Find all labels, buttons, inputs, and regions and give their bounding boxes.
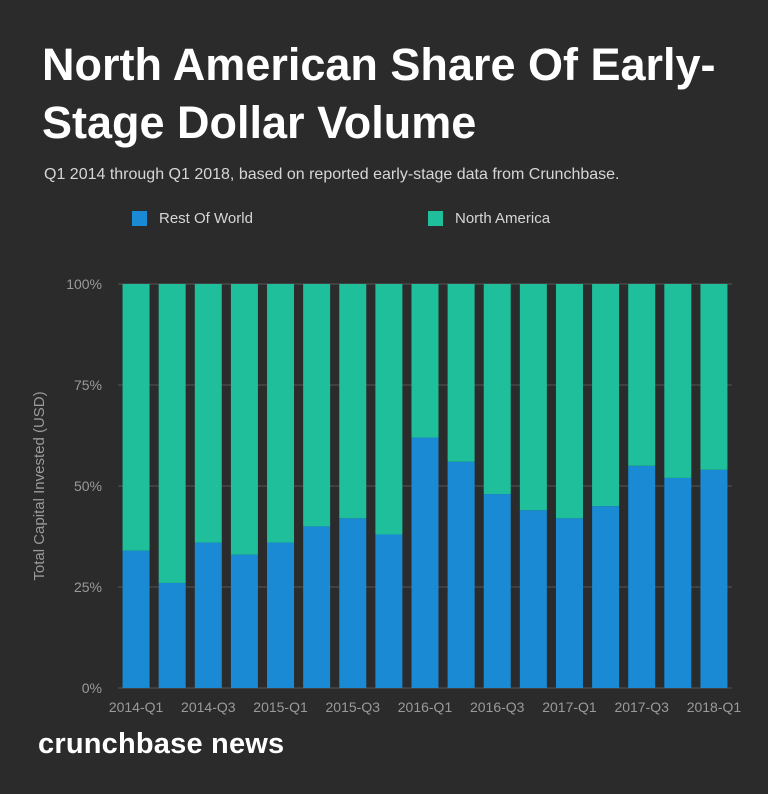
bar-north-america bbox=[483, 284, 511, 495]
bar-rest-of-world bbox=[230, 554, 258, 688]
bar-north-america bbox=[700, 284, 728, 470]
y-tick-label: 75% bbox=[74, 377, 102, 393]
bar-rest-of-world bbox=[375, 534, 403, 688]
x-tick-label: 2016-Q1 bbox=[398, 699, 453, 715]
bar-north-america bbox=[555, 284, 583, 519]
legend-swatch-north-america bbox=[428, 211, 443, 226]
legend-item-rest-of-world: Rest Of World bbox=[132, 210, 253, 227]
y-tick-label: 25% bbox=[74, 579, 102, 595]
bar-north-america bbox=[303, 284, 331, 527]
x-tick-label: 2015-Q1 bbox=[253, 699, 308, 715]
bar-north-america bbox=[267, 284, 295, 543]
x-tick-label: 2015-Q3 bbox=[326, 699, 381, 715]
bar-north-america bbox=[194, 284, 222, 543]
x-tick-label: 2014-Q3 bbox=[181, 699, 236, 715]
x-tick-label: 2017-Q3 bbox=[614, 699, 669, 715]
bar-rest-of-world bbox=[664, 477, 692, 688]
y-axis-label: Total Capital Invested (USD) bbox=[31, 391, 48, 580]
bar-rest-of-world bbox=[628, 465, 656, 688]
y-tick-label: 0% bbox=[82, 680, 102, 696]
bar-rest-of-world bbox=[339, 518, 367, 688]
bar-north-america bbox=[122, 284, 150, 551]
bar-rest-of-world bbox=[592, 506, 620, 688]
bar-north-america bbox=[447, 284, 475, 462]
y-tick-label: 50% bbox=[74, 478, 102, 494]
bar-rest-of-world bbox=[700, 469, 728, 688]
bar-rest-of-world bbox=[519, 510, 547, 688]
x-tick-label: 2017-Q1 bbox=[542, 699, 597, 715]
bar-rest-of-world bbox=[267, 542, 295, 688]
bar-north-america bbox=[664, 284, 692, 478]
brand-logo-text: crunchbase news bbox=[38, 728, 285, 760]
y-tick-label: 100% bbox=[66, 276, 102, 292]
bar-north-america bbox=[339, 284, 367, 519]
bar-rest-of-world bbox=[303, 526, 331, 688]
legend-label-north-america: North America bbox=[455, 210, 551, 227]
legend-item-north-america: North America bbox=[428, 210, 550, 227]
bar-north-america bbox=[628, 284, 656, 466]
bar-rest-of-world bbox=[411, 437, 439, 688]
bar-rest-of-world bbox=[158, 582, 186, 688]
bar-rest-of-world bbox=[447, 461, 475, 688]
x-tick-label: 2014-Q1 bbox=[109, 699, 164, 715]
legend-label-rest-of-world: Rest Of World bbox=[159, 210, 253, 227]
bar-north-america bbox=[230, 284, 258, 555]
bar-rest-of-world bbox=[555, 518, 583, 688]
bar-north-america bbox=[411, 284, 439, 438]
bar-rest-of-world bbox=[122, 550, 150, 688]
chart-title: North American Share Of Early-Stage Doll… bbox=[42, 39, 716, 148]
x-tick-label: 2018-Q1 bbox=[687, 699, 742, 715]
bar-north-america bbox=[158, 284, 186, 583]
bar-rest-of-world bbox=[483, 494, 511, 688]
bar-north-america bbox=[375, 284, 403, 535]
bar-rest-of-world bbox=[194, 542, 222, 688]
bar-north-america bbox=[592, 284, 620, 507]
bar-north-america bbox=[519, 284, 547, 511]
x-tick-label: 2016-Q3 bbox=[470, 699, 525, 715]
legend-swatch-rest-of-world bbox=[132, 211, 147, 226]
chart-subtitle: Q1 2014 through Q1 2018, based on report… bbox=[44, 166, 620, 183]
